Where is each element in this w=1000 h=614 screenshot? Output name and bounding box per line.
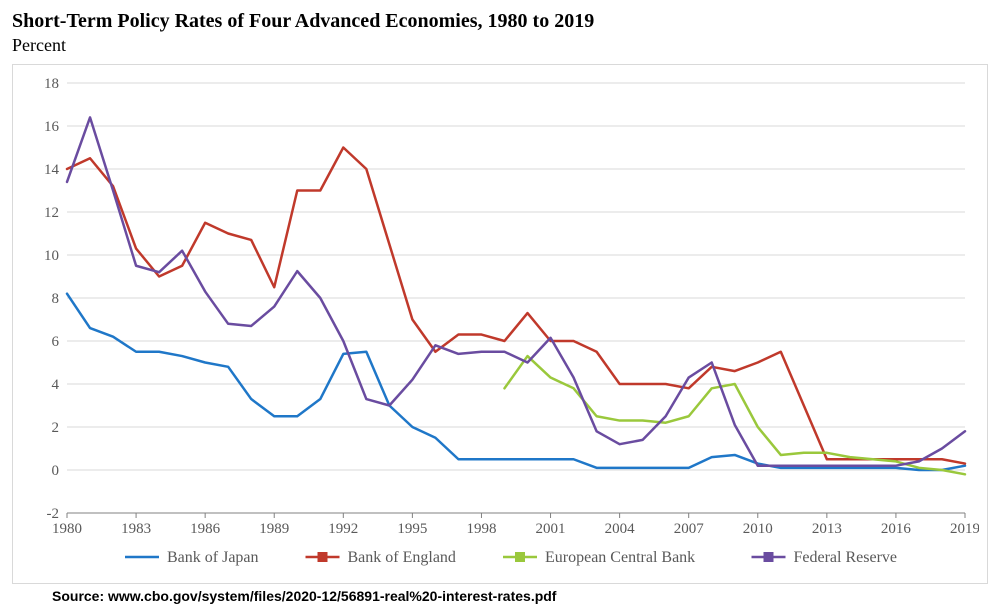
source-text: Source: www.cbo.gov/system/files/2020-12… [52,588,988,604]
svg-text:16: 16 [44,119,60,135]
svg-text:2016: 2016 [881,521,912,537]
svg-text:2007: 2007 [674,521,705,537]
svg-text:12: 12 [44,205,59,221]
svg-text:2010: 2010 [743,521,773,537]
svg-text:1998: 1998 [466,521,496,537]
svg-text:6: 6 [52,334,60,350]
svg-text:0: 0 [52,463,60,479]
svg-text:-2: -2 [47,506,60,522]
svg-text:2: 2 [52,420,60,436]
svg-text:2013: 2013 [812,521,842,537]
svg-text:14: 14 [44,162,60,178]
svg-text:1983: 1983 [121,521,151,537]
svg-text:Bank of Japan: Bank of Japan [167,549,259,566]
svg-text:1989: 1989 [259,521,289,537]
svg-text:1980: 1980 [52,521,82,537]
chart-title: Short-Term Policy Rates of Four Advanced… [12,10,988,33]
chart-container: 1980 1983 1986 1989 1992 1995 1998 2001 2004 2007… [12,64,988,584]
svg-text:2001: 2001 [536,521,566,537]
chart-subtitle: Percent [12,35,988,56]
line-chart: 1980 1983 1986 1989 1992 1995 1998 2001 2004 2007… [19,71,979,581]
svg-text:10: 10 [44,248,59,264]
svg-text:1992: 1992 [328,521,358,537]
svg-text:Federal Reserve: Federal Reserve [794,549,898,566]
svg-text:1995: 1995 [397,521,427,537]
svg-text:2019: 2019 [950,521,979,537]
svg-text:Bank of England: Bank of England [348,549,456,566]
svg-text:18: 18 [44,76,59,92]
svg-text:1986: 1986 [190,521,221,537]
svg-text:2004: 2004 [605,521,636,537]
svg-text:European Central Bank: European Central Bank [545,549,695,566]
svg-text:8: 8 [52,291,60,307]
svg-text:4: 4 [52,377,60,393]
